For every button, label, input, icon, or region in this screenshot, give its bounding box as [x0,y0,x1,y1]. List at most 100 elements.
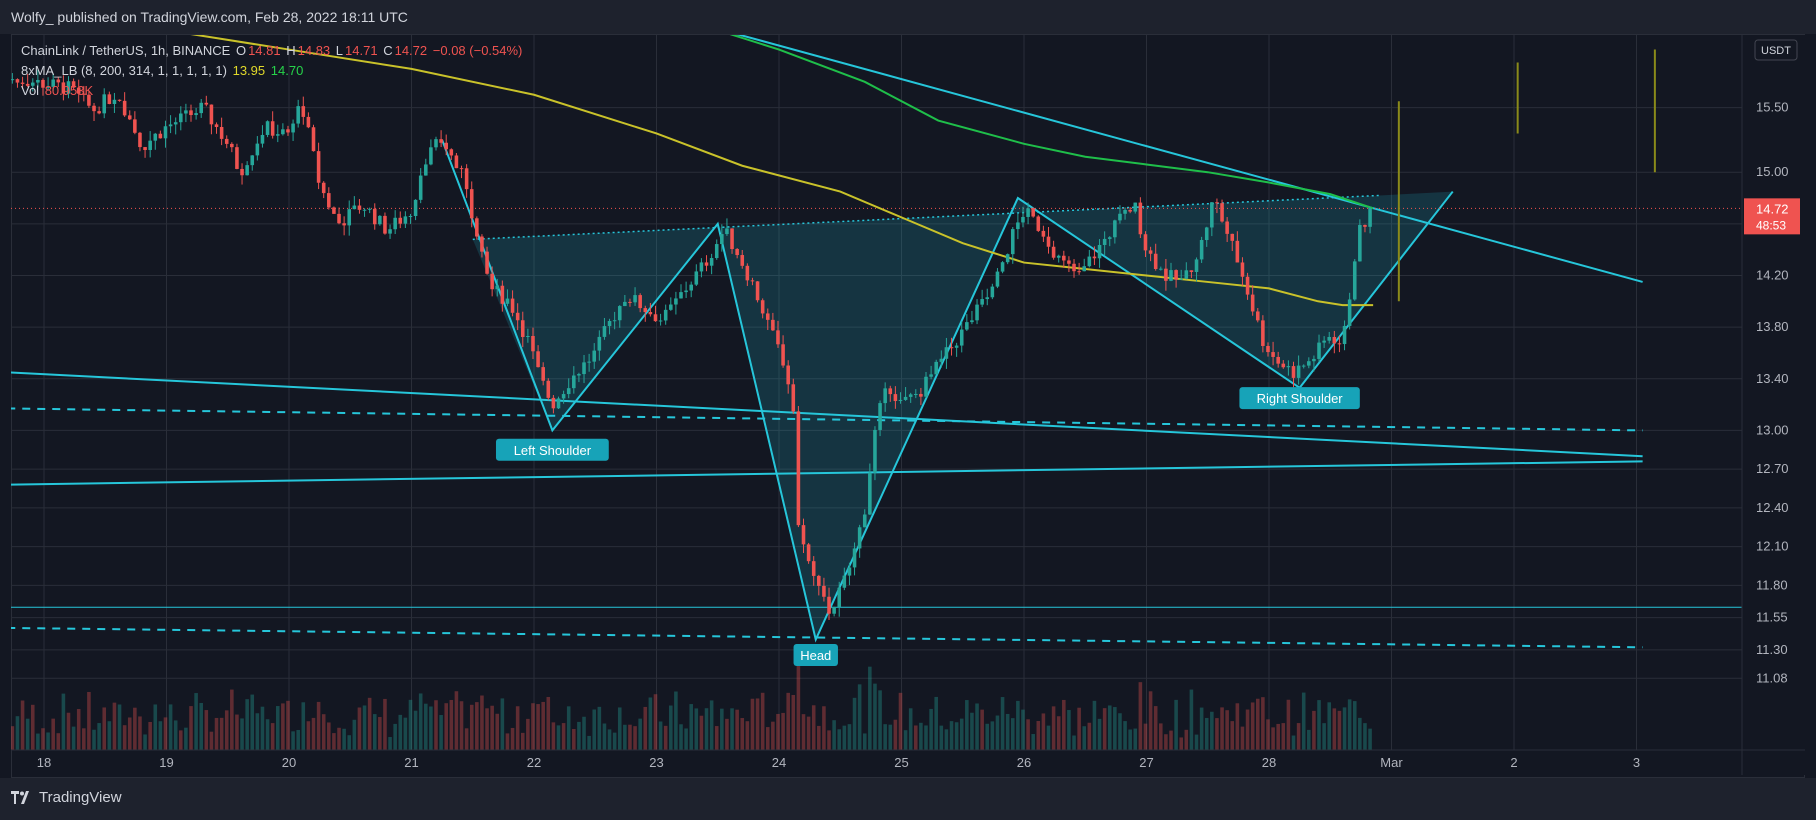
volume-bar [429,706,433,750]
x-tick-label: 27 [1139,755,1153,770]
volume-bar [102,707,107,750]
pattern-label-box [1239,387,1360,410]
volume-bar [1021,709,1025,750]
candle-body [796,411,801,526]
volume-bar [1307,729,1311,750]
volume-bar [842,725,847,750]
candle-body [908,394,913,397]
volume-bar [1102,708,1107,750]
close-label: C [383,43,393,58]
volume-bar [975,703,979,750]
volume-bar [617,707,622,750]
volume-bar [745,721,750,750]
volume-bar [1296,723,1301,750]
candle-body [1082,266,1087,272]
candle-body [214,124,219,128]
x-tick-label: 23 [649,755,663,770]
volume-bar [561,723,566,750]
volume-bar [648,697,653,750]
x-tick-label: 21 [404,755,418,770]
candle-body [327,193,331,208]
volume-bar [459,701,464,750]
candle-body [219,127,224,139]
candle-body [561,394,566,399]
candle-body [914,393,918,395]
volume-bar [572,728,576,750]
volume-bar [127,717,132,750]
candle-body [1153,253,1158,270]
candle-body [1245,276,1250,295]
candle-body [965,322,969,330]
volume-bar [862,733,867,750]
chart-frame[interactable] [11,34,1805,778]
volume-bar [46,732,50,750]
dashed-level [11,407,1643,432]
volume-bar [163,717,168,750]
volume-bar [434,700,438,750]
candle-body [903,396,908,400]
candle-body [434,139,438,148]
low-label: L [335,43,344,58]
volume-bar [1159,723,1163,750]
volume-bar [1337,710,1342,750]
volume-bar [214,717,219,750]
tradingview-logo[interactable]: TradingView [11,789,122,806]
y-tick-label: 13.80 [1756,319,1789,334]
candle-body [1005,254,1010,263]
volume-bar [61,693,66,750]
candle-body [556,398,561,409]
volume-bar [204,710,209,750]
plot-area [5,35,1742,750]
candle-body [1307,361,1311,366]
candle-body [771,319,775,331]
ma-indicator-name: 8xMA_LB (8, 200, 314, 1, 1, 1, 1, 1) [21,63,227,78]
volume-bar [893,719,898,750]
volume-bar [133,707,137,750]
volume-bar [1184,729,1189,750]
candle-body [592,350,597,362]
volume-bar [1153,706,1158,750]
volume-bar [1148,691,1153,750]
candle-body [133,119,137,133]
volume-bar [689,704,693,750]
volume-bar [1225,710,1229,750]
volume-bar [1230,721,1235,750]
candle-body [959,329,964,346]
volume-bar [556,725,561,750]
volume-bar [5,717,9,750]
candle-body [1210,202,1214,228]
candle-body [189,110,193,116]
candle-body [842,575,847,588]
volume-bar [1056,716,1061,750]
volume-bar [1046,725,1051,750]
candle-body [612,320,617,322]
volume-bar [1286,699,1291,750]
candle-body [638,295,642,309]
candle-body [1184,270,1189,279]
ma1-value: 13.95 [232,63,266,78]
volume-bar [822,706,826,750]
y-tick-label: 11.55 [1756,610,1788,625]
candle-body [888,388,893,395]
candle-body [240,168,244,176]
candle-body [1133,202,1138,212]
volume-bar [1097,718,1102,750]
candle-body [597,336,602,351]
candle-body [408,215,413,217]
candle-body [602,326,607,337]
change-value: −0.08 (−0.54%) [432,43,523,58]
volume-bar [255,713,260,750]
candle-body [286,129,290,133]
volume-bar [230,689,234,750]
candle-body [725,228,729,235]
candle-body [383,215,387,234]
volume-bar [643,706,648,750]
candle-body [296,106,300,124]
candle-body [1067,260,1071,264]
candle-body [898,399,903,402]
candle-body [82,93,86,95]
candle-body [1046,236,1051,247]
candle-body [847,567,852,576]
candle-body [873,429,877,473]
